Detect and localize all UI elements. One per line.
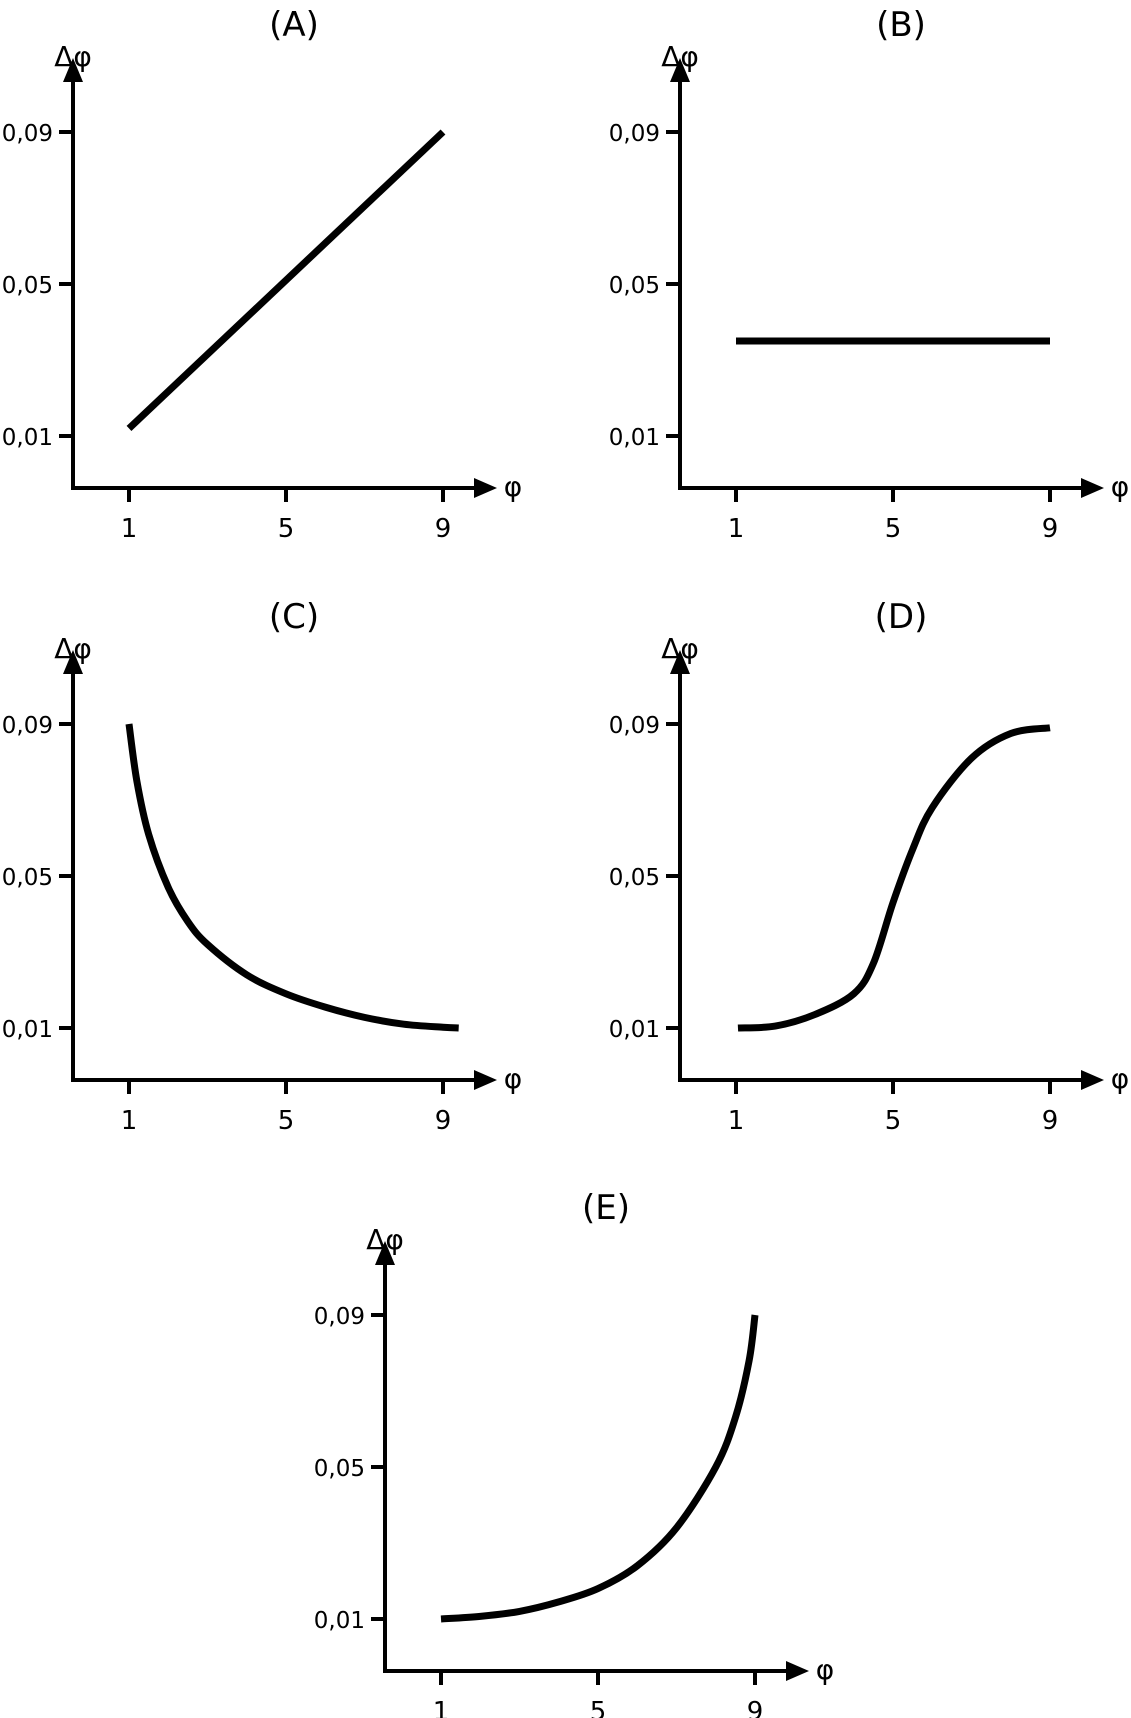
y-axis-arrow-icon [670,58,690,82]
y-tick-label: 0,05 [314,1456,365,1482]
y-tick-label: 0,05 [2,273,53,299]
x-tick-label: 1 [121,1106,138,1136]
x-axis-label: φ [504,470,522,503]
y-tick-label: 0,01 [2,425,53,451]
x-axis-arrow-icon [1081,1070,1104,1090]
y-tick-label: 0,01 [609,425,660,451]
x-tick-label: 1 [121,514,138,544]
y-axis-arrow-icon [375,1241,395,1265]
x-tick-label: 1 [728,1106,745,1136]
x-tick-label: 9 [1042,1106,1059,1136]
y-tick-label: 0,01 [2,1017,53,1043]
y-tick-label: 0,05 [2,865,53,891]
y-tick-label: 0,05 [609,865,660,891]
panel-title: (B) [876,5,926,45]
y-tick-label: 0,09 [2,121,53,147]
x-tick-label: 1 [728,514,745,544]
y-tick-label: 0,09 [314,1304,365,1330]
x-tick-label: 9 [435,1106,452,1136]
panel-title: (C) [269,597,319,637]
y-tick-label: 0,01 [609,1017,660,1043]
x-tick-label: 5 [278,1106,295,1136]
x-tick-label: 9 [747,1697,764,1718]
panel-title: (E) [582,1188,630,1228]
y-tick-label: 0,01 [314,1608,365,1634]
x-tick-label: 1 [433,1697,450,1718]
y-tick-label: 0,05 [609,273,660,299]
x-axis-label: φ [1111,470,1129,503]
x-tick-label: 5 [590,1697,607,1718]
data-curve [125,723,459,1032]
x-axis-label: φ [1111,1062,1129,1095]
y-axis-arrow-icon [63,58,83,82]
x-axis-label: φ [816,1653,834,1686]
x-tick-label: 9 [435,514,452,544]
y-tick-label: 0,09 [2,713,53,739]
x-tick-label: 5 [885,1106,902,1136]
data-curve [440,1314,759,1623]
x-axis-arrow-icon [474,1070,497,1090]
y-tick-label: 0,09 [609,713,660,739]
panel-title: (D) [875,597,928,637]
y-axis-arrow-icon [63,650,83,674]
x-tick-label: 5 [885,514,902,544]
x-tick-label: 9 [1042,514,1059,544]
panel-title: (A) [269,5,319,45]
y-tick-label: 0,09 [609,121,660,147]
x-tick-label: 5 [278,514,295,544]
x-axis-arrow-icon [474,478,497,498]
x-axis-arrow-icon [786,1661,809,1681]
data-curve [737,724,1051,1032]
data-curve [126,129,446,431]
y-axis-arrow-icon [670,650,690,674]
x-axis-arrow-icon [1081,478,1104,498]
x-axis-label: φ [504,1062,522,1095]
